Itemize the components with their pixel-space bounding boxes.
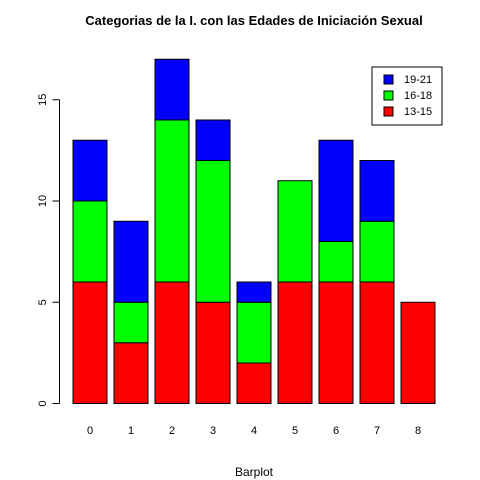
bar-segment-13-15-cat-2 bbox=[154, 281, 190, 404]
y-tick-label-10: 10 bbox=[37, 195, 49, 207]
x-tick-label-0: 0 bbox=[87, 425, 93, 437]
bar-segment-16-18-cat-3 bbox=[195, 160, 231, 303]
bar-segment-13-15-cat-1 bbox=[113, 342, 149, 404]
x-tick-label-2: 2 bbox=[169, 425, 175, 437]
bar-segment-19-21-cat-1 bbox=[113, 220, 149, 303]
x-tick-label-1: 1 bbox=[128, 425, 134, 437]
bar-segment-13-15-cat-4 bbox=[236, 362, 272, 404]
bar-segment-16-18-cat-7 bbox=[359, 220, 395, 283]
legend-swatch-16-18 bbox=[383, 90, 394, 101]
legend-label-16-18: 16-18 bbox=[404, 90, 432, 102]
legend-label-19-21: 19-21 bbox=[404, 74, 432, 86]
legend-swatch-13-15 bbox=[383, 106, 394, 117]
bar-segment-13-15-cat-7 bbox=[359, 281, 395, 404]
bar-segment-19-21-cat-7 bbox=[359, 160, 395, 222]
bar-segment-19-21-cat-4 bbox=[236, 281, 272, 303]
x-tick-label-4: 4 bbox=[251, 425, 257, 437]
bar-segment-13-15-cat-0 bbox=[72, 281, 108, 404]
legend: 19-21 16-18 13-15 bbox=[371, 66, 443, 126]
x-tick-label-8: 8 bbox=[415, 425, 421, 437]
bar-segment-16-18-cat-1 bbox=[113, 301, 149, 344]
bar-segment-19-21-cat-2 bbox=[154, 58, 190, 121]
x-axis-label: Barplot bbox=[235, 465, 274, 479]
x-tick-label-3: 3 bbox=[210, 425, 216, 437]
x-tick-label-7: 7 bbox=[374, 425, 380, 437]
legend-swatch-19-21 bbox=[383, 74, 394, 85]
bars-group bbox=[72, 58, 436, 404]
legend-label-13-15: 13-15 bbox=[404, 106, 432, 118]
bar-segment-16-18-cat-6 bbox=[318, 241, 354, 283]
x-tick-labels: 0 1 2 3 4 5 6 7 8 bbox=[87, 425, 421, 437]
bar-segment-16-18-cat-2 bbox=[154, 119, 190, 283]
chart-title: Categorias de la I. con las Edades de In… bbox=[85, 13, 422, 28]
bar-segment-13-15-cat-5 bbox=[277, 281, 313, 404]
x-tick-label-5: 5 bbox=[292, 425, 298, 437]
bar-segment-13-15-cat-3 bbox=[195, 301, 231, 404]
y-tick-label-5: 5 bbox=[37, 299, 49, 305]
x-tick-label-6: 6 bbox=[333, 425, 339, 437]
bar-segment-19-21-cat-3 bbox=[195, 119, 231, 161]
bar-segment-16-18-cat-4 bbox=[236, 301, 272, 364]
y-axis: 0 5 10 15 bbox=[37, 94, 60, 407]
y-tick-label-0: 0 bbox=[37, 400, 49, 406]
bar-segment-19-21-cat-6 bbox=[318, 139, 354, 242]
bar-segment-16-18-cat-5 bbox=[277, 180, 313, 283]
y-tick-label-15: 15 bbox=[37, 94, 49, 106]
bar-segment-13-15-cat-6 bbox=[318, 281, 354, 404]
bar-segment-16-18-cat-0 bbox=[72, 200, 108, 283]
bar-segment-13-15-cat-8 bbox=[400, 301, 436, 404]
bar-segment-19-21-cat-0 bbox=[72, 139, 108, 202]
